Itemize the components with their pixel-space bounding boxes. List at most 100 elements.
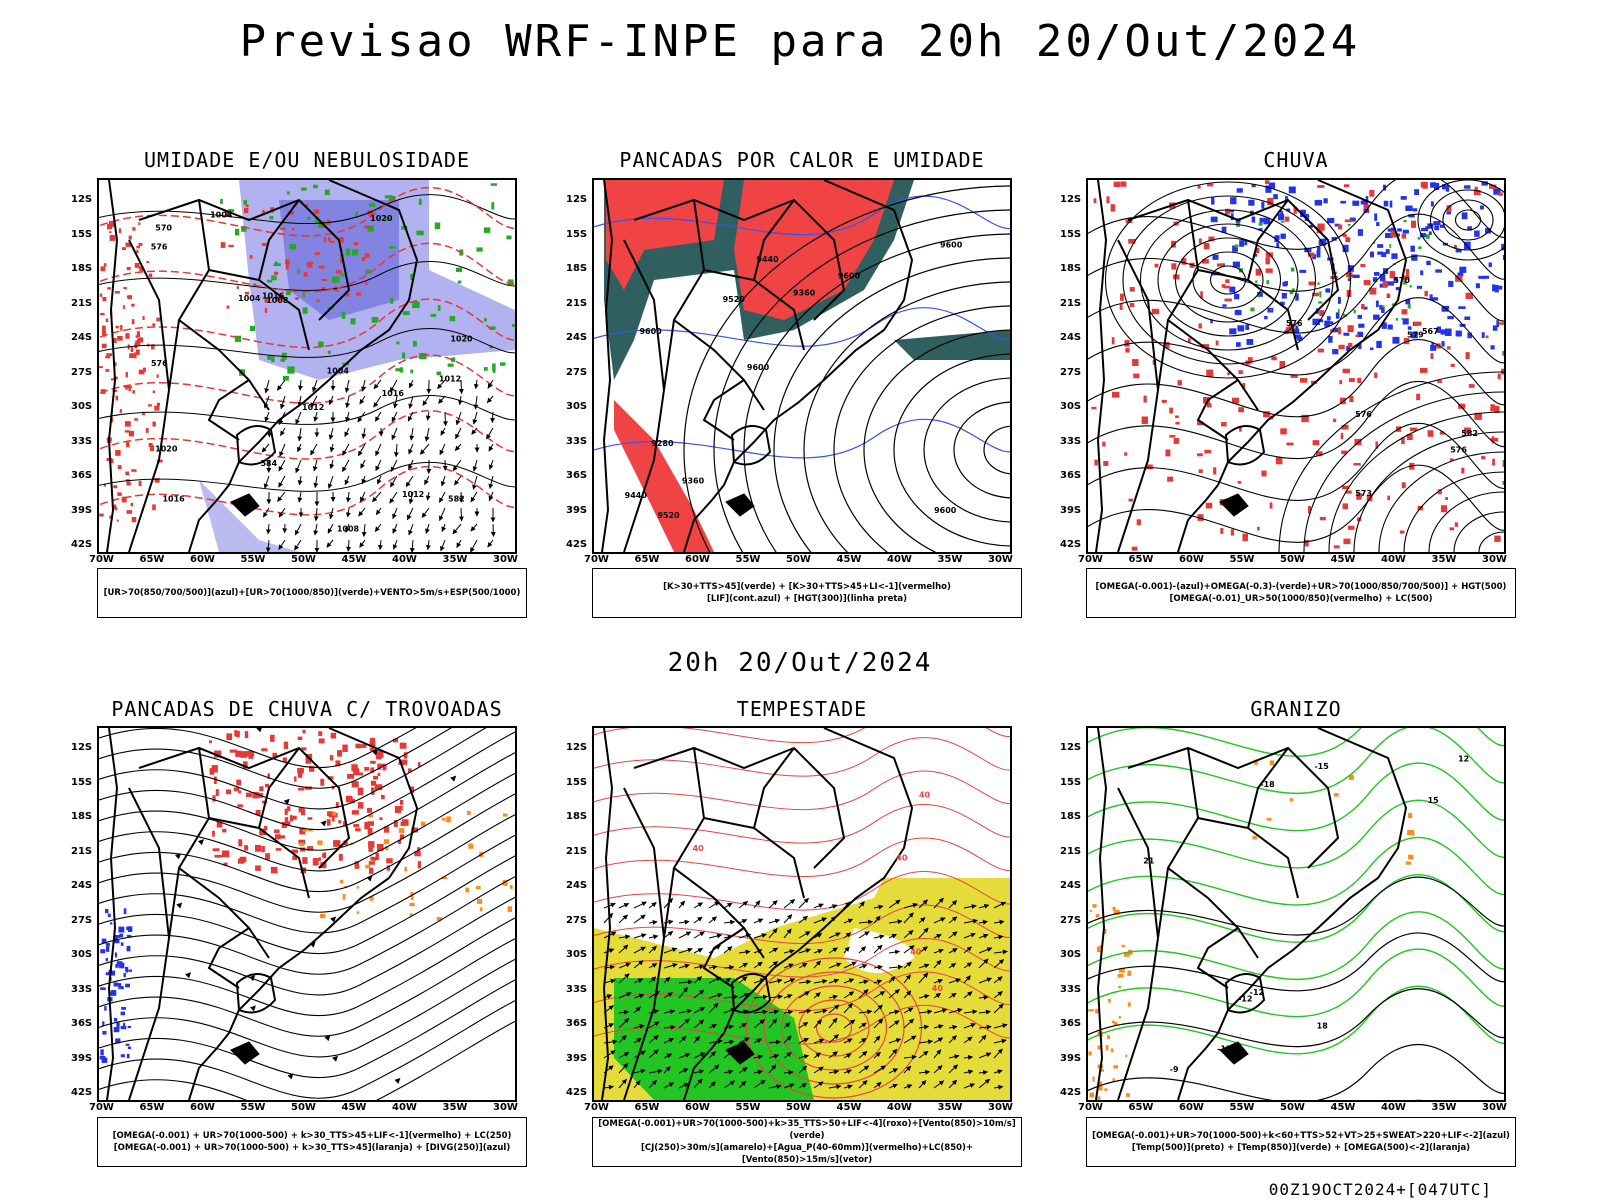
forecast-map: 9600 9600 9600 9600 9600 9520 9440 9360 9280 9520… xyxy=(594,180,1010,552)
lat-tick: 12S xyxy=(1060,742,1082,753)
lat-tick: 24S xyxy=(1060,332,1082,343)
mid-date-label: 20h 20/Out/2024 xyxy=(667,648,933,678)
lat-tick: 24S xyxy=(1060,880,1082,891)
lon-tick: 50W xyxy=(1280,554,1305,565)
lat-tick: 36S xyxy=(71,470,93,481)
contour-label: 40 xyxy=(932,984,944,993)
contour-label: 40 xyxy=(919,790,931,799)
lat-tick: 42S xyxy=(1060,539,1082,550)
legend-line: [OMEGA(-0.001)+UR>70(1000-500)+k>35_TTS>… xyxy=(598,1119,1016,1141)
forecast-map: 576 582 579 576 573 570 567 576 xyxy=(1088,180,1504,552)
lat-tick: 42S xyxy=(1060,1087,1082,1098)
lon-tick: 70W xyxy=(89,554,114,565)
lat-tick: 12S xyxy=(566,742,588,753)
forecast-map: 1016101210161004100810121020102010041008… xyxy=(99,180,515,552)
forecast-map-panel: 576 582 579 576 573 570 567 576 xyxy=(1086,178,1506,554)
contour-label: 9600 xyxy=(639,327,662,336)
lat-tick: 33S xyxy=(566,983,588,995)
legend-box: [OMEGA(-0.001) + UR>70(1000-500) + k>30_… xyxy=(97,1117,527,1167)
contour-label: 1004 xyxy=(238,294,261,303)
lat-tick: 12S xyxy=(71,742,93,753)
contour-label: 576 xyxy=(1286,319,1303,328)
lat-tick: 27S xyxy=(71,366,93,378)
contour-label: 9600 xyxy=(934,506,957,515)
lat-tick: 30S xyxy=(1060,401,1082,412)
legend-box: [K>30+TTS>45](verde) + [K>30+TTS>45+LI<-… xyxy=(592,568,1022,618)
lat-tick: 33S xyxy=(71,435,93,447)
lon-tick: 65W xyxy=(634,554,660,565)
legend-line: [K>30+TTS>45](verde) + [K>30+TTS>45+LI<-… xyxy=(663,582,951,592)
legend-line: [Temp(500)](preto) + [Temp(850)](verde) … xyxy=(1131,1143,1471,1153)
contour-label: 1012 xyxy=(439,375,461,384)
lon-tick: 60W xyxy=(685,1102,710,1113)
legend-line: [OMEGA(-0.001)+UR>70(1000-500)+k<60+TTS>… xyxy=(1092,1131,1510,1141)
lon-tick: 30W xyxy=(493,554,518,565)
lon-tick: 45W xyxy=(836,1102,862,1113)
contour-label: 9280 xyxy=(651,439,674,448)
lat-tick: 39S xyxy=(71,1052,93,1064)
lat-tick: 36S xyxy=(566,470,588,481)
lon-tick: 60W xyxy=(190,1102,215,1113)
lon-tick: 35W xyxy=(442,1102,468,1113)
lon-tick: 40W xyxy=(1381,1102,1406,1113)
lat-tick: 42S xyxy=(71,539,93,550)
lat-tick: 36S xyxy=(1060,1018,1082,1029)
lon-tick: 45W xyxy=(1330,554,1356,565)
lon-tick: 65W xyxy=(139,1102,165,1113)
lat-tick: 30S xyxy=(71,401,93,412)
lon-tick: 50W xyxy=(786,1102,811,1113)
lon-tick: 70W xyxy=(584,554,609,565)
lon-tick: 30W xyxy=(1482,554,1507,565)
contour-label: 576 xyxy=(151,359,168,368)
contour-label: 1004 xyxy=(210,211,233,220)
lon-tick: 60W xyxy=(190,554,215,565)
legend-line: [OMEGA(-0.001) + UR>70(1000-500) + k>30_… xyxy=(113,1143,511,1153)
contour-label: -9 xyxy=(1170,1065,1179,1074)
contour-label: 40 xyxy=(896,853,908,862)
lon-tick: 45W xyxy=(341,1102,367,1113)
contour-label: 9360 xyxy=(793,288,816,297)
lat-tick: 27S xyxy=(1060,366,1082,378)
legend-line: [UR>70(850/700/500)](azul)+[UR>70(1000/8… xyxy=(103,588,521,598)
lat-tick: 30S xyxy=(566,949,588,960)
contour-label: 1012 xyxy=(302,403,324,412)
legend-line: [OMEGA(-0.01)_UR>50(1000/850)(vermelho) … xyxy=(1169,594,1433,604)
legend-box: [OMEGA(-0.001)+UR>70(1000-500)+k<60+TTS>… xyxy=(1086,1117,1516,1167)
lon-tick: 60W xyxy=(1179,554,1204,565)
lon-tick: 40W xyxy=(1381,554,1406,565)
lat-tick: 27S xyxy=(1060,914,1082,926)
lon-tick: 55W xyxy=(240,1102,266,1113)
lat-tick: 24S xyxy=(71,332,93,343)
lon-tick: 40W xyxy=(887,1102,912,1113)
lat-tick: 39S xyxy=(566,504,588,516)
contour-label: 576 xyxy=(151,243,168,252)
lat-tick: 21S xyxy=(1060,845,1082,857)
lat-tick: 21S xyxy=(566,845,588,857)
lat-tick: 15S xyxy=(1060,776,1082,788)
contour-label: 579 xyxy=(1407,331,1424,340)
lat-tick: 12S xyxy=(566,194,588,205)
contour-label: 9440 xyxy=(756,255,779,264)
contour-label: 1012 xyxy=(402,490,424,499)
lon-tick: 50W xyxy=(786,554,811,565)
lat-tick: 15S xyxy=(1060,228,1082,240)
panel-title: UMIDADE E/OU NEBULOSIDADE xyxy=(143,148,471,172)
lat-tick: 18S xyxy=(1060,263,1082,274)
lat-tick: 21S xyxy=(1060,297,1082,309)
lat-tick: 30S xyxy=(71,949,93,960)
contour-label: -18 xyxy=(1260,780,1275,789)
lon-tick: 55W xyxy=(735,1102,761,1113)
contour-label: 1016 xyxy=(262,292,285,301)
forecast-map xyxy=(99,728,515,1100)
lat-tick: 18S xyxy=(1060,811,1082,822)
lon-tick: 45W xyxy=(1330,1102,1356,1113)
forecast-map: 40 40 40 40 40 xyxy=(594,728,1010,1100)
panel-title: PANCADAS POR CALOR E UMIDADE xyxy=(619,148,985,172)
lon-tick: 45W xyxy=(836,554,862,565)
forecast-map-panel: 40 40 40 40 40 xyxy=(592,726,1012,1102)
forecast-map-panel: 1016 1012 1016 1004 1008 1012 1020 1020 1004 1008… xyxy=(97,178,517,554)
contour-label: 9440 xyxy=(625,491,648,500)
lat-tick: 21S xyxy=(71,845,93,857)
forecast-map-panel xyxy=(97,726,517,1102)
lon-tick: 65W xyxy=(1128,1102,1154,1113)
